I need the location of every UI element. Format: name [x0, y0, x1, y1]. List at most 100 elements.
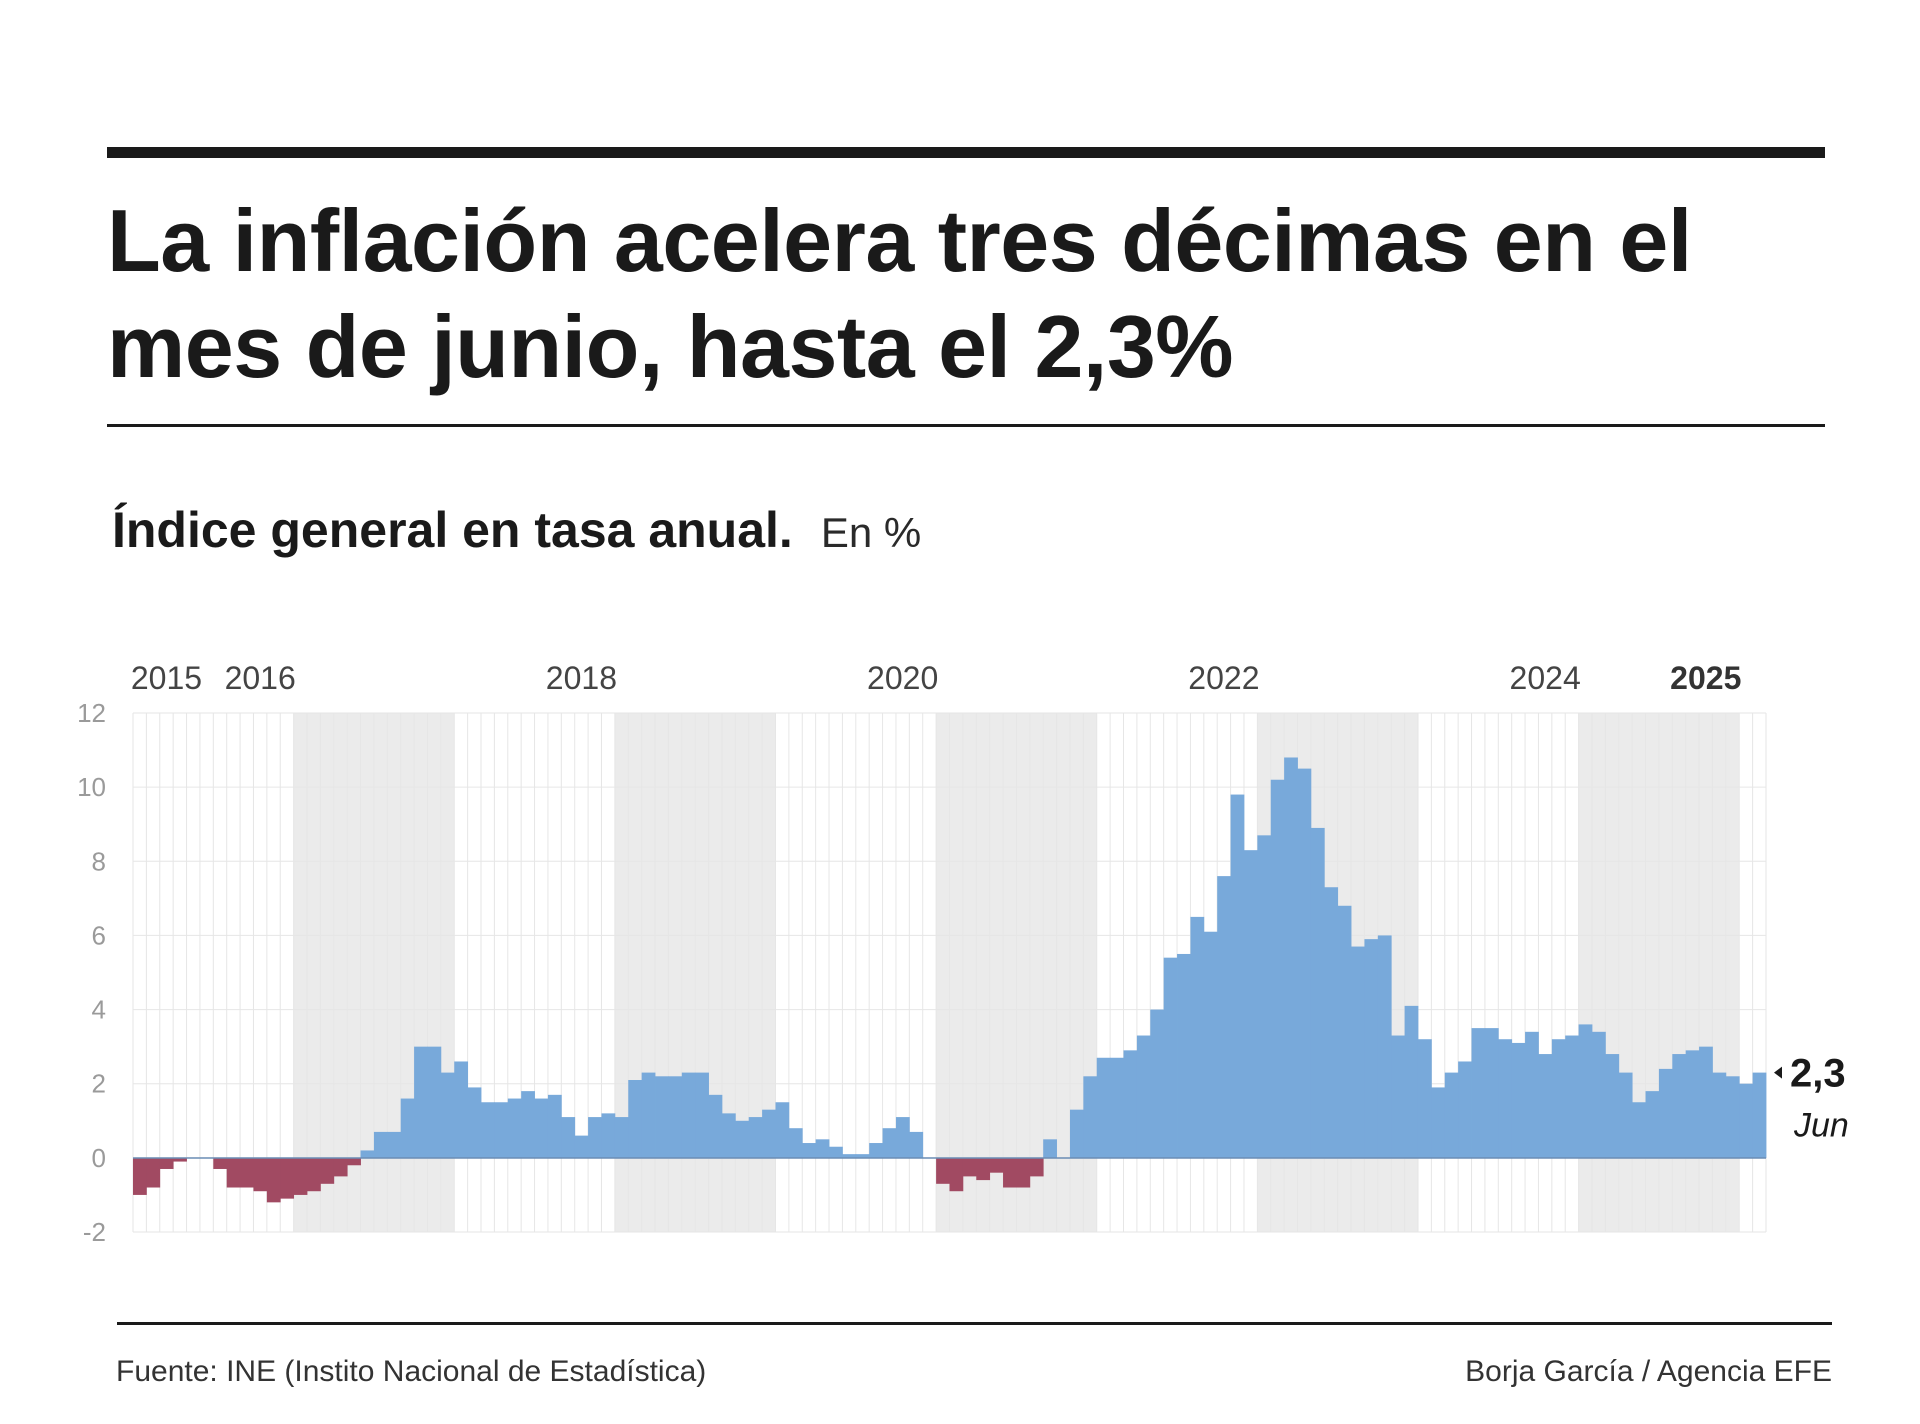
footer-rule	[117, 1322, 1832, 1325]
bar	[721, 1113, 736, 1158]
bar	[1739, 1083, 1754, 1158]
bar	[1417, 1039, 1432, 1158]
bar	[1043, 1139, 1057, 1158]
bar	[1391, 1035, 1405, 1158]
y-tick-label: 4	[92, 995, 106, 1025]
bar	[253, 1158, 268, 1192]
source-note: Fuente: INE (Instito Nacional de Estadís…	[116, 1355, 707, 1388]
bar	[1458, 1061, 1472, 1158]
bar	[293, 1158, 308, 1195]
year-label: 2018	[546, 660, 617, 696]
bar	[507, 1098, 522, 1158]
bar	[307, 1158, 321, 1192]
top-rule	[107, 147, 1825, 158]
bar	[1725, 1076, 1740, 1158]
bar	[628, 1080, 643, 1158]
bar	[708, 1094, 723, 1158]
bar	[1632, 1102, 1646, 1158]
chart-subtitle: Índice general en tasa anual. En %	[112, 500, 921, 563]
bar	[521, 1091, 535, 1158]
bar	[949, 1158, 964, 1192]
bar	[655, 1076, 669, 1158]
bar	[588, 1117, 602, 1158]
bar	[1297, 768, 1312, 1158]
bar	[1618, 1072, 1633, 1158]
bar	[347, 1158, 361, 1166]
bar	[213, 1158, 228, 1169]
subtitle-unit: En %	[820, 509, 922, 556]
year-labels: 2015 2016 2018 2020 2022 2024 2025	[131, 660, 1741, 696]
bar	[1190, 916, 1205, 1158]
bar	[534, 1098, 549, 1158]
y-tick-label: 12	[77, 698, 106, 728]
bar	[1257, 835, 1272, 1158]
bar	[1217, 876, 1231, 1158]
bar	[1377, 935, 1392, 1158]
bar	[1551, 1039, 1566, 1158]
bar	[387, 1131, 402, 1158]
bar	[1578, 1024, 1593, 1158]
bar	[173, 1158, 187, 1162]
bar	[829, 1146, 843, 1158]
last-month-label: Jun	[1793, 1107, 1849, 1145]
bar	[1699, 1046, 1713, 1158]
bar	[1083, 1076, 1098, 1158]
bar	[1177, 953, 1191, 1158]
bar	[481, 1102, 495, 1158]
bar	[855, 1154, 870, 1158]
bar	[159, 1158, 174, 1169]
bar	[1243, 850, 1258, 1158]
bar	[882, 1128, 897, 1158]
bar	[748, 1117, 763, 1158]
bar	[1230, 794, 1245, 1158]
bar	[1029, 1158, 1044, 1177]
chart-title: La inflación acelera tres décimas en el …	[107, 191, 1692, 396]
bars	[133, 757, 1767, 1203]
bar	[1752, 1072, 1767, 1158]
bar	[1712, 1072, 1727, 1158]
bar	[1591, 1031, 1606, 1158]
bar	[762, 1109, 776, 1158]
bar	[360, 1150, 375, 1158]
y-tick-label: 8	[92, 846, 106, 876]
bar	[909, 1131, 924, 1158]
last-value-label: 2,3	[1790, 1052, 1846, 1096]
bar	[895, 1117, 910, 1158]
bar	[1310, 827, 1325, 1158]
subtitle-main: Índice general en tasa anual.	[112, 502, 793, 558]
bar	[400, 1098, 415, 1158]
bar	[1270, 779, 1285, 1158]
year-label: 2016	[225, 660, 296, 696]
year-label: 2022	[1188, 660, 1259, 696]
bar	[333, 1158, 348, 1177]
year-label: 2020	[867, 660, 938, 696]
bar	[561, 1117, 576, 1158]
bar	[775, 1102, 790, 1158]
bar	[440, 1072, 455, 1158]
bar	[802, 1143, 817, 1158]
bar	[1645, 1091, 1660, 1158]
bar	[146, 1158, 161, 1188]
bar	[1484, 1028, 1499, 1158]
bar	[1658, 1068, 1673, 1158]
y-tick-label: 6	[92, 920, 106, 950]
title-rule	[107, 424, 1825, 427]
bar	[1136, 1035, 1151, 1158]
bar	[815, 1139, 830, 1158]
y-tick-labels: 12 10 8 6 4 2 0 -2	[77, 698, 106, 1247]
last-value-annotation: 2,3 Jun	[1774, 1052, 1849, 1145]
bar	[1110, 1057, 1124, 1158]
bar	[842, 1154, 857, 1158]
y-tick-label: 10	[77, 772, 106, 802]
bar	[614, 1117, 629, 1158]
bar	[1498, 1039, 1513, 1158]
bar	[681, 1072, 696, 1158]
bar	[1123, 1050, 1138, 1158]
bar	[1003, 1158, 1017, 1188]
bar	[226, 1158, 241, 1188]
bar	[1150, 1009, 1165, 1158]
bar	[1605, 1054, 1620, 1158]
bar	[641, 1072, 656, 1158]
bar	[240, 1158, 254, 1188]
year-label: 2024	[1510, 660, 1581, 696]
